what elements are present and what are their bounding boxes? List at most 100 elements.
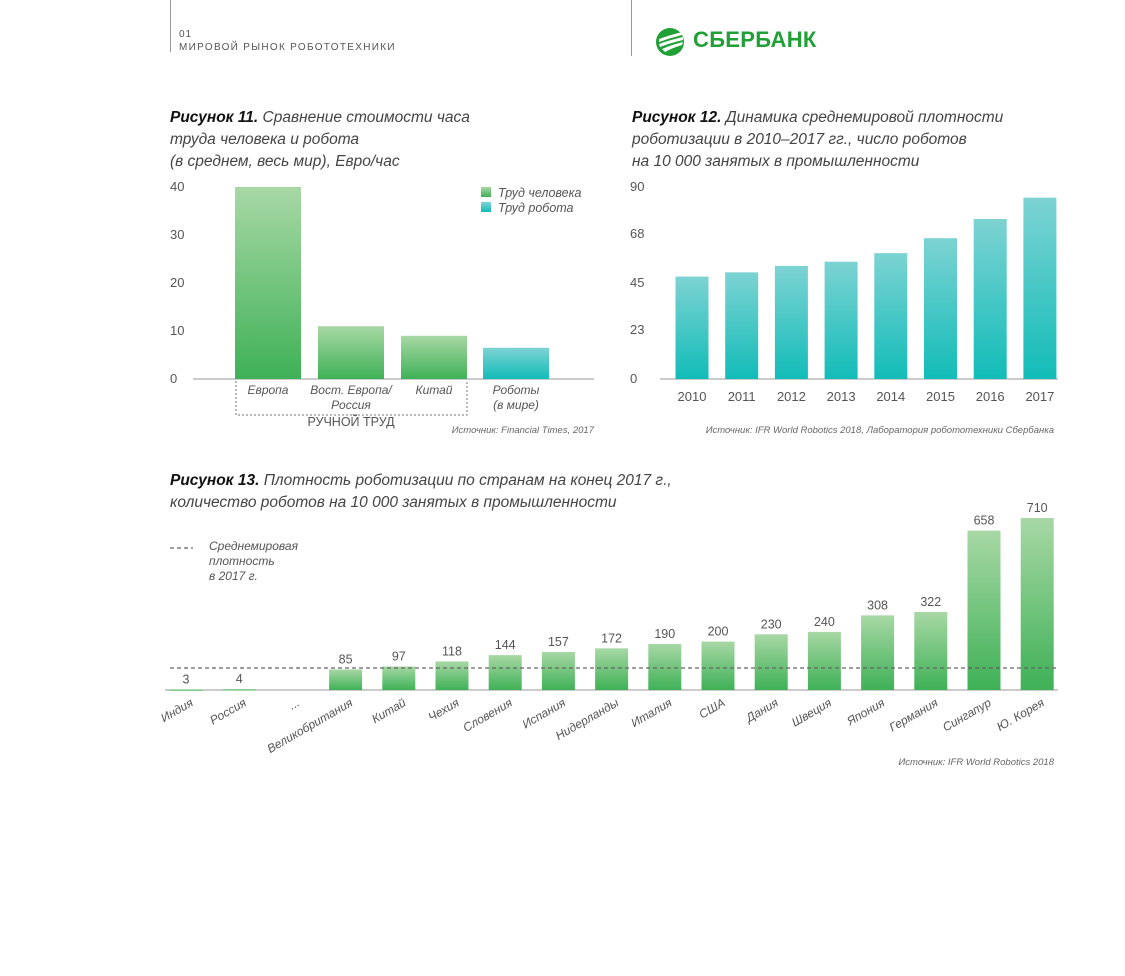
fig12-x-label: 2017 xyxy=(1025,389,1054,404)
fig11-bar xyxy=(401,335,467,379)
fig13-bar xyxy=(914,611,948,690)
fig13-value-label: 190 xyxy=(654,627,675,641)
fig11-title: Рисунок 11. Сравнение стоимости часа тру… xyxy=(170,107,470,173)
fig13-title: Рисунок 13. Плотность роботизации по стр… xyxy=(170,470,672,514)
fig13-source: Источник: IFR World Robotics 2018 xyxy=(898,757,1054,768)
fig13-bar xyxy=(967,530,1001,690)
fig13-x-label: Швеция xyxy=(789,695,834,729)
fig13-x-label: Великобритания xyxy=(265,695,356,756)
fig11-bar xyxy=(318,326,384,379)
sberbank-logo-icon xyxy=(656,28,684,56)
fig13-bar xyxy=(807,631,841,690)
fig13-bar xyxy=(701,641,735,690)
fig11-y-tick: 40 xyxy=(170,179,184,194)
fig11-group-label: РУЧНОЙ ТРУД xyxy=(307,414,395,429)
fig13-legend-label: в 2017 г. xyxy=(209,569,258,583)
fig13-legend-label: Среднемировая xyxy=(209,539,299,553)
fig12-bar xyxy=(924,238,957,379)
fig13-title-line2: количество роботов на 10 000 занятых в п… xyxy=(170,494,617,511)
fig13-value-label: 157 xyxy=(548,635,569,649)
fig12-x-label: 2012 xyxy=(777,389,806,404)
fig12-title-line2: роботизации в 2010–2017 гг., число робот… xyxy=(632,131,967,148)
fig12-x-label: 2011 xyxy=(728,389,756,404)
fig12-x-label: 2016 xyxy=(976,389,1005,404)
fig12-y-tick: 23 xyxy=(630,322,644,337)
fig13-value-label: 230 xyxy=(761,617,782,631)
fig13-x-label: Китай xyxy=(369,695,408,726)
fig13-bar xyxy=(1020,518,1054,690)
fig12-source: Источник: IFR World Robotics 2018, Лабор… xyxy=(706,425,1054,436)
fig12-y-tick: 0 xyxy=(630,371,637,386)
brand-name: СБЕРБАНК xyxy=(693,27,817,52)
fig12-x-label: 2013 xyxy=(827,389,856,404)
header-left-rule xyxy=(170,0,171,52)
sberbank-logo: СБЕРБАНК xyxy=(655,26,817,58)
fig11-bar xyxy=(235,187,301,379)
fig13-value-label: 4 xyxy=(236,672,243,686)
fig12-title: Рисунок 12. Динамика среднемировой плотн… xyxy=(632,107,1003,173)
fig12-x-label: 2010 xyxy=(678,389,707,404)
fig11-y-tick: 20 xyxy=(170,275,184,290)
fig13-x-label: Словения xyxy=(461,695,516,735)
fig11-x-label: Китай xyxy=(416,383,453,397)
fig11-x-label: Европа xyxy=(248,383,289,397)
fig13-bar xyxy=(595,648,629,690)
fig13-value-label: 118 xyxy=(442,644,462,658)
fig11-bar xyxy=(483,347,549,379)
fig11-source: Источник: Financial Times, 2017 xyxy=(452,425,595,436)
fig12-bar xyxy=(725,272,759,379)
fig13-bar xyxy=(435,661,469,690)
fig11-legend-swatch xyxy=(481,187,491,197)
fig11-legend-swatch xyxy=(481,202,491,212)
fig13-value-label: 200 xyxy=(708,625,729,639)
fig13-bar xyxy=(169,689,203,691)
fig13-x-label: Дания xyxy=(742,695,781,726)
fig11-y-tick: 10 xyxy=(170,323,184,338)
fig11-group-bracket xyxy=(235,381,468,416)
fig12-chart: 0 23 45 68 90 2010 2011 2012 2013 2014 2015 2016 201… xyxy=(630,179,1058,404)
fig12-bar xyxy=(1023,197,1057,379)
fig13-x-label: Ю. Корея xyxy=(994,695,1047,734)
fig11-x-label: (в мире) xyxy=(493,398,539,412)
fig11-y-tick: 0 xyxy=(170,371,177,386)
fig11-y-tick: 30 xyxy=(170,227,184,242)
fig12-x-label: 2014 xyxy=(876,389,905,404)
fig13-value-label: 658 xyxy=(974,514,995,528)
fig11-x-label: Россия xyxy=(331,398,371,412)
fig13-value-label: 240 xyxy=(814,615,835,629)
fig13-value-label: 97 xyxy=(392,650,406,664)
fig11-legend-label: Труд робота xyxy=(498,201,574,215)
fig12-y-tick: 45 xyxy=(630,275,644,290)
fig13-x-label: ... xyxy=(286,695,302,712)
fig13-bar xyxy=(541,651,575,690)
fig11-x-label: Роботы xyxy=(493,383,540,397)
fig13-bar xyxy=(648,643,682,690)
fig13-value-label: 3 xyxy=(183,672,190,686)
fig13-value-label: 172 xyxy=(601,631,622,645)
fig13-bar xyxy=(382,666,416,690)
fig13-bar xyxy=(861,615,895,690)
fig13-title-line1: Плотность роботизации по странам на коне… xyxy=(263,472,672,489)
fig13-legend-label: плотность xyxy=(209,554,275,568)
fig12-bar xyxy=(824,261,858,379)
fig13-bar xyxy=(754,634,788,690)
fig13-chart: 3 Индия 4 Россия ... 85 Великобритания 97 Китай 1… xyxy=(158,501,1058,756)
fig13-bar xyxy=(329,669,363,690)
fig11-chart: 0 10 20 30 40 Европа Вост. Европа/Россия Китай Р… xyxy=(170,179,594,416)
fig12-title-line3: на 10 000 занятых в промышленности xyxy=(632,153,920,170)
fig11-label: Рисунок 11. xyxy=(170,109,259,126)
fig11-title-line2: труда человека и робота xyxy=(170,131,360,148)
fig11-title-line3: (в среднем, весь мир), Евро/час xyxy=(170,153,400,170)
fig13-x-label: Чехия xyxy=(426,695,462,724)
fig12-bar xyxy=(675,276,709,379)
fig13-x-label: Сингапур xyxy=(940,695,994,734)
fig12-bar xyxy=(874,253,908,379)
fig12-x-label: 2015 xyxy=(926,389,955,404)
fig12-title-line1: Динамика среднемировой плотности xyxy=(725,109,1004,126)
section-title: МИРОВОЙ РЫНОК РОБОТОТЕХНИКИ xyxy=(179,42,396,53)
fig13-bar xyxy=(222,689,256,691)
fig13-value-label: 322 xyxy=(920,595,941,609)
fig12-y-tick: 90 xyxy=(630,179,644,194)
fig11-title-line1: Сравнение стоимости часа xyxy=(262,109,470,126)
